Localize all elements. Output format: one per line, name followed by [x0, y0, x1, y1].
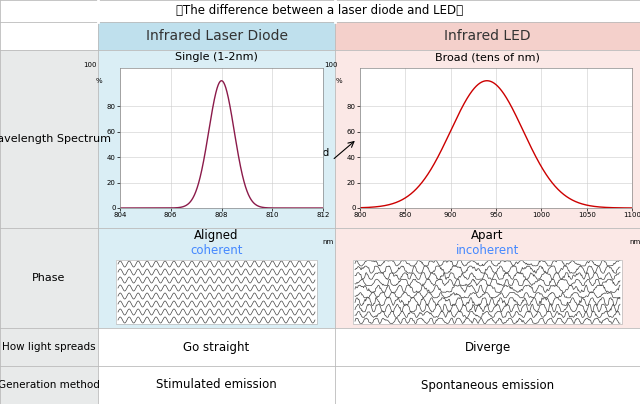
Bar — [116, 260, 317, 324]
Bar — [353, 260, 622, 324]
Text: nm: nm — [629, 239, 640, 245]
Bar — [0, 22, 98, 50]
Bar — [0, 366, 98, 404]
Text: Magnified: Magnified — [278, 148, 329, 158]
Text: Diverge: Diverge — [465, 341, 511, 354]
Text: Infrared LED: Infrared LED — [444, 29, 531, 43]
Text: Spontaneous emission: Spontaneous emission — [421, 379, 554, 391]
Text: Apart: Apart — [471, 229, 504, 242]
Bar — [98, 50, 335, 228]
Text: Phase: Phase — [32, 273, 66, 283]
Text: Go straight: Go straight — [184, 341, 250, 354]
Bar — [98, 328, 335, 366]
Bar — [98, 228, 335, 328]
Bar — [335, 50, 640, 228]
Bar — [0, 50, 98, 228]
Text: Single (1-2nm): Single (1-2nm) — [175, 52, 258, 62]
Bar — [0, 0, 640, 22]
Text: 100: 100 — [324, 62, 338, 68]
Text: Wavelength Spectrum: Wavelength Spectrum — [0, 134, 111, 144]
Text: Generation method: Generation method — [0, 380, 100, 390]
Bar — [116, 260, 317, 324]
Text: 100: 100 — [83, 62, 97, 68]
Bar — [98, 366, 335, 404]
Text: 【The difference between a laser diode and LED】: 【The difference between a laser diode an… — [177, 4, 463, 17]
Bar — [335, 366, 640, 404]
Text: Infrared Laser Diode: Infrared Laser Diode — [145, 29, 287, 43]
Bar — [98, 22, 335, 50]
Text: Aligned: Aligned — [195, 229, 239, 242]
Bar — [335, 228, 640, 328]
Bar — [0, 228, 98, 328]
Text: How light spreads: How light spreads — [2, 342, 96, 352]
Text: Broad (tens of nm): Broad (tens of nm) — [435, 52, 540, 62]
Text: %: % — [95, 78, 102, 84]
Bar — [353, 260, 622, 324]
Text: coherent: coherent — [190, 244, 243, 257]
Text: %: % — [335, 78, 342, 84]
Text: Stimulated emission: Stimulated emission — [156, 379, 277, 391]
Bar — [335, 22, 640, 50]
Text: incoherent: incoherent — [456, 244, 519, 257]
Bar — [335, 328, 640, 366]
Bar — [0, 328, 98, 366]
Text: nm: nm — [322, 239, 333, 245]
